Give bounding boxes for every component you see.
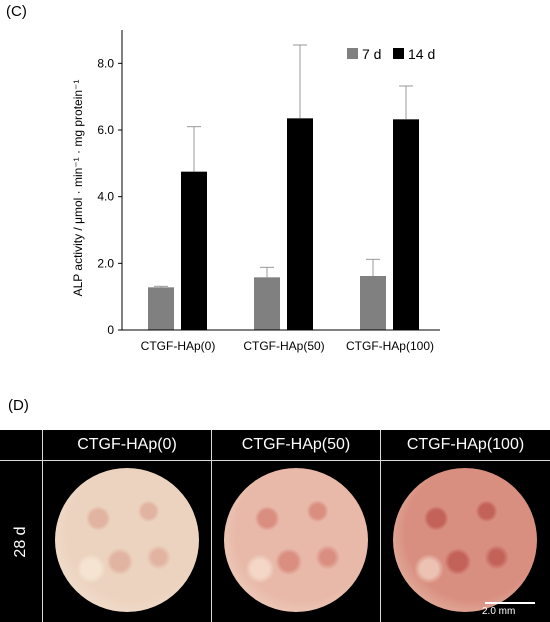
- y-tick-label: 2.0: [97, 256, 114, 270]
- stained-disc-ctgf-hap-50: [224, 468, 368, 612]
- legend: 7 d 14 d: [347, 46, 435, 62]
- grid-divider: [211, 430, 212, 622]
- bar-7d-1: [254, 277, 280, 330]
- panel-c-label: (C): [6, 3, 27, 20]
- row-label-text: 28 d: [12, 525, 29, 558]
- x-tick-label: CTGF-HAp(100): [346, 339, 434, 353]
- bar-14d-0: [181, 171, 207, 330]
- grid-divider: [42, 430, 43, 622]
- column-header-ctgf-hap-0: CTGF-HAp(0): [77, 436, 177, 453]
- bar-14d-2: [393, 119, 419, 330]
- y-tick-label: 8.0: [97, 56, 114, 70]
- bar-14d-1: [287, 118, 313, 330]
- column-header-ctgf-hap-100: CTGF-HAp(100): [406, 436, 525, 453]
- x-axis: CTGF-HAp(0) CTGF-HAp(50) CTGF-HAp(100): [122, 329, 440, 353]
- column-header-ctgf-hap-50: CTGF-HAp(50): [241, 436, 351, 453]
- legend-label-14d: 14 d: [408, 46, 435, 62]
- y-tick-label: 6.0: [97, 123, 114, 137]
- scale-bar: [485, 602, 535, 604]
- y-tick-label: 0: [107, 323, 114, 337]
- grid-divider: [380, 430, 381, 622]
- y-axis: 0 2.0 4.0 6.0 8.0: [97, 30, 123, 337]
- bar-7d-0: [148, 287, 174, 330]
- bar-7d-2: [360, 276, 386, 330]
- stained-disc-image-grid: CTGF-HAp(0) CTGF-HAp(50) CTGF-HAp(100) 2…: [0, 430, 550, 622]
- bar-group: [148, 44, 419, 330]
- x-tick-label: CTGF-HAp(50): [243, 339, 324, 353]
- alp-activity-bar-chart: 02.04.06.08.0 CTGF-HAp(0) CTGF-HAp(50) CTG…: [71, 30, 440, 353]
- x-tick-label: CTGF-HAp(0): [141, 339, 216, 353]
- legend-label-7d: 7 d: [362, 46, 381, 62]
- legend-swatch-14d: [393, 48, 404, 59]
- scale-bar-label: 2.0 mm: [482, 606, 516, 617]
- row-label-28d: 28 d: [0, 461, 42, 622]
- legend-swatch-7d: [347, 48, 358, 59]
- stained-disc-ctgf-hap-0: [55, 468, 199, 612]
- y-axis-title: ALP activity / μmol · min⁻¹ · mg protein…: [71, 80, 85, 297]
- stained-disc-ctgf-hap-100: [393, 468, 537, 612]
- y-tick-label: 4.0: [97, 190, 114, 204]
- panel-d-label: (D): [8, 397, 29, 414]
- grid-divider: [0, 460, 550, 461]
